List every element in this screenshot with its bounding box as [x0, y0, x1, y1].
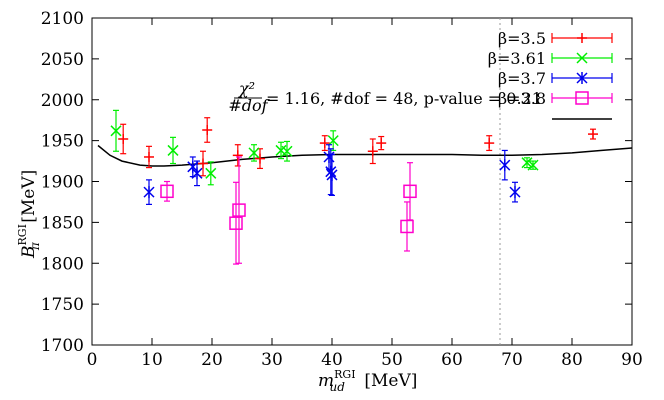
legend-entry: β=3.61: [488, 49, 613, 68]
legend-entry: β=3.8: [498, 89, 613, 108]
data-point: [588, 128, 598, 140]
point-marker: [160, 184, 174, 199]
point-marker: [403, 184, 417, 199]
data-point: [403, 162, 417, 221]
data-point: [327, 130, 339, 152]
point-marker: [527, 159, 539, 171]
point-marker: [327, 135, 339, 147]
point-marker: [275, 144, 287, 156]
data-point: [484, 135, 495, 152]
data-point: [229, 181, 243, 265]
data-point: [281, 140, 293, 162]
data-point: [167, 136, 179, 165]
fit-curve: [97, 144, 633, 167]
point-marker: [232, 203, 246, 217]
fit-label-denominator: #dof: [228, 96, 270, 115]
x-tick-label: 20: [201, 350, 223, 370]
x-tick-label: 90: [621, 350, 643, 370]
x-axis-label: mRGI ud [MeV]: [318, 368, 417, 394]
data-point: [255, 148, 265, 170]
fit-label-numerator: χ²: [238, 79, 255, 98]
series-3: [143, 144, 521, 205]
legend-label: β=3.8: [498, 89, 546, 108]
legend-label: β=3.7: [498, 69, 546, 88]
y-tick-label: 1750: [41, 295, 84, 315]
series-2: [110, 109, 539, 186]
point-marker: [205, 167, 217, 179]
data-point: [202, 117, 213, 143]
legend-entry: β=3.7: [498, 69, 613, 88]
legend-marker: [576, 52, 588, 64]
data-point: [367, 138, 378, 165]
y-axis-label: BRGIπ [MeV]: [16, 170, 42, 259]
plot-frame: [91, 17, 633, 346]
y-tick-label: 1850: [41, 213, 84, 233]
x-tick-label: 0: [87, 350, 98, 370]
x-tick-label: 60: [441, 350, 463, 370]
data-point: [160, 180, 174, 202]
data-point: [527, 159, 539, 171]
x-tick-label: 30: [261, 350, 283, 370]
data-point: [499, 149, 511, 181]
data-point: [191, 160, 203, 187]
point-marker: [248, 147, 260, 159]
series-4: [160, 156, 417, 265]
data-point: [325, 148, 337, 196]
x-tick-label: 70: [501, 350, 523, 370]
y-tick-label: 1900: [41, 173, 84, 193]
y-tick-label: 2050: [41, 50, 84, 70]
legend-label: β=3.61: [488, 49, 546, 68]
data-point: [187, 156, 199, 178]
point-marker: [281, 145, 293, 157]
legend: β=3.5β=3.61β=3.7β=3.8: [488, 29, 613, 120]
point-marker: [229, 216, 243, 230]
data-point: [326, 153, 338, 196]
data-point: [143, 179, 155, 205]
legend-entry: β=3.5: [498, 29, 613, 48]
fit-curve-group: [97, 144, 633, 167]
data-point: [319, 135, 330, 152]
legend-marker: [575, 91, 589, 105]
data-point: [509, 181, 521, 203]
data-point: [144, 145, 154, 169]
legend-label: β=3.5: [498, 29, 546, 48]
data-point: [400, 201, 414, 252]
point-marker: [110, 125, 122, 137]
fit-label: = 1.16, #dof = 48, p-value = 0.21: [266, 89, 542, 108]
x-tick-label: 80: [561, 350, 583, 370]
data-point: [232, 144, 243, 167]
fit-label-group: χ²#dof: [228, 79, 270, 115]
data-point: [205, 161, 217, 186]
axes: [91, 17, 633, 346]
data-point: [198, 150, 208, 177]
y-tick-label: 2100: [41, 9, 84, 29]
y-tick-label: 1950: [41, 132, 84, 152]
data-points: [110, 109, 598, 265]
data-point: [118, 123, 129, 155]
data-point: [248, 144, 260, 162]
x-tick-label: 40: [321, 350, 343, 370]
data-point: [521, 157, 533, 169]
point-marker: [167, 144, 179, 156]
data-point: [376, 135, 387, 151]
data-point: [232, 156, 246, 264]
y-tick-label: 1800: [41, 254, 84, 274]
y-tick-label: 2000: [41, 91, 84, 111]
data-point: [110, 109, 122, 152]
series-1: [118, 117, 598, 177]
x-tick-label: 50: [381, 350, 403, 370]
axis-ticks: 0 10 20 30 40 50 60 70 80 90 1700 1750 1800 1850 1900 1…: [41, 9, 643, 370]
point-marker: [521, 157, 533, 169]
y-tick-label: 1700: [41, 336, 84, 356]
x-tick-label: 10: [141, 350, 163, 370]
